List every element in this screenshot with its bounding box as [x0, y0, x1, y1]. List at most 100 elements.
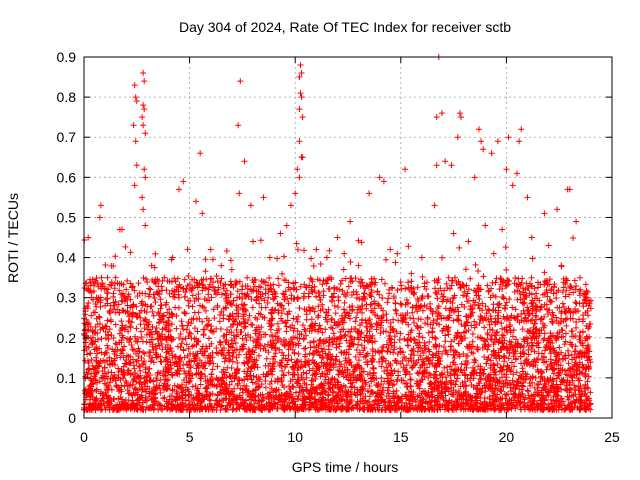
roti-point — [288, 292, 295, 299]
roti-point — [576, 274, 583, 281]
roti-point — [317, 260, 324, 267]
roti-point — [189, 292, 196, 299]
roti-point — [268, 310, 275, 317]
roti-point — [274, 320, 281, 327]
roti-point — [358, 342, 365, 349]
roti-point — [494, 361, 501, 368]
roti-point — [487, 326, 494, 333]
roti-point — [333, 353, 340, 360]
roti-point — [103, 296, 110, 303]
roti-point — [392, 306, 399, 313]
roti-point — [487, 364, 494, 371]
roti-point — [336, 343, 343, 350]
roti-point — [297, 283, 304, 290]
roti-point — [507, 368, 514, 375]
roti-point — [172, 304, 179, 311]
roti-point — [396, 345, 403, 352]
roti-point — [137, 314, 144, 321]
roti-point — [340, 306, 347, 313]
roti-point — [227, 291, 234, 298]
roti-point — [448, 343, 455, 350]
roti-point — [331, 302, 338, 309]
roti-point — [502, 244, 509, 251]
roti-point — [223, 247, 230, 254]
roti-point — [441, 287, 448, 294]
roti-point — [396, 336, 403, 343]
roti-point — [193, 341, 200, 348]
roti-point — [379, 358, 386, 365]
roti-point — [429, 359, 436, 366]
roti-point — [385, 295, 392, 302]
roti-point — [233, 306, 240, 313]
roti-point — [285, 352, 292, 359]
roti-point — [334, 304, 341, 311]
roti-point — [144, 279, 151, 286]
roti-point — [181, 309, 188, 316]
roti-point — [143, 338, 150, 345]
roti-point — [293, 240, 300, 247]
roti-point — [301, 353, 308, 360]
roti-point — [85, 300, 92, 307]
roti-point — [424, 315, 431, 322]
roti-point — [424, 321, 431, 328]
roti-point — [391, 333, 398, 340]
roti-point — [146, 285, 153, 292]
roti-point — [234, 288, 241, 295]
roti-point — [496, 300, 503, 307]
roti-point — [439, 389, 446, 396]
roti-point — [572, 286, 579, 293]
roti-point — [503, 266, 510, 273]
roti-point — [417, 324, 424, 331]
roti-point — [329, 325, 336, 332]
roti-point — [175, 294, 182, 301]
roti-point — [492, 293, 499, 300]
roti-point — [215, 350, 222, 357]
roti-point — [377, 330, 384, 337]
roti-point — [503, 377, 510, 384]
roti-point — [432, 285, 439, 292]
roti-point — [166, 314, 173, 321]
roti-point — [393, 307, 400, 314]
roti-point — [458, 360, 465, 367]
roti-point — [565, 347, 572, 354]
roti-point — [429, 351, 436, 358]
roti-point — [181, 276, 188, 283]
roti-point — [352, 275, 359, 282]
roti-point — [134, 357, 141, 364]
roti-point — [258, 277, 265, 284]
roti-point — [515, 275, 522, 282]
roti-point — [218, 275, 225, 282]
roti-point — [390, 349, 397, 356]
roti-point — [130, 362, 137, 369]
roti-point — [336, 334, 343, 341]
roti-point — [151, 264, 158, 271]
roti-point — [408, 278, 415, 285]
roti-point — [241, 368, 248, 375]
roti-point — [349, 379, 356, 386]
roti-point — [181, 293, 188, 300]
roti-point — [214, 363, 221, 370]
roti-point — [133, 325, 140, 332]
roti-point — [547, 350, 554, 357]
roti-point — [146, 365, 153, 372]
roti-point — [538, 315, 545, 322]
roti-point — [217, 312, 224, 319]
roti-point — [394, 287, 401, 294]
roti-point — [254, 400, 261, 407]
roti-point — [274, 255, 281, 262]
roti-point — [286, 383, 293, 390]
roti-point — [419, 334, 426, 341]
roti-point — [389, 285, 396, 292]
roti-point — [445, 274, 452, 281]
roti-point — [264, 299, 271, 306]
roti-point — [566, 291, 573, 298]
roti-point — [160, 395, 167, 402]
roti-point — [261, 297, 268, 304]
roti-point — [247, 286, 254, 293]
roti-point — [185, 273, 192, 280]
roti-point — [509, 304, 516, 311]
roti-point — [475, 302, 482, 309]
roti-point — [148, 336, 155, 343]
roti-point — [205, 335, 212, 342]
roti-point — [398, 282, 405, 289]
